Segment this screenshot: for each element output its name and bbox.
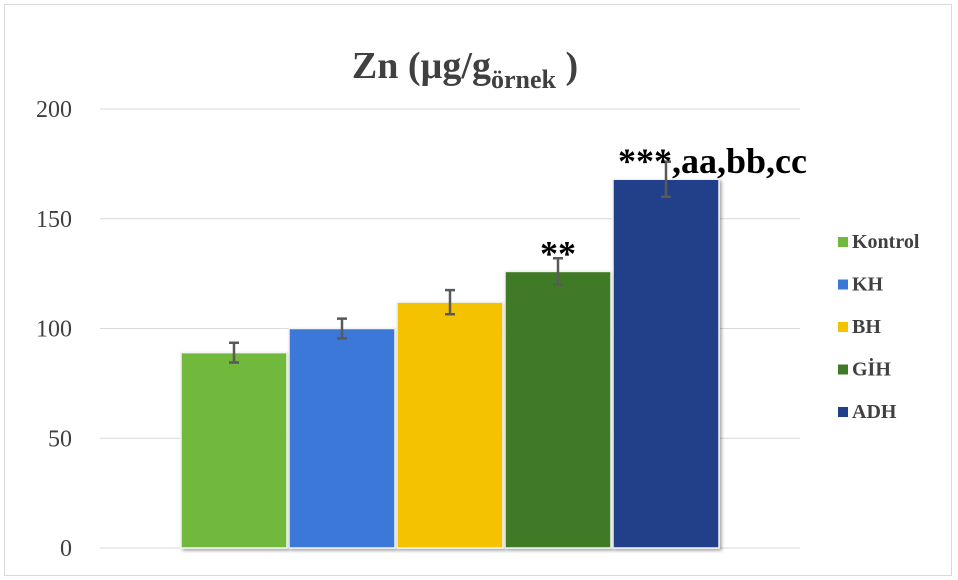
legend-label-0: Kontrol bbox=[852, 231, 920, 253]
bar-3 bbox=[504, 270, 612, 549]
bar-1 bbox=[288, 327, 396, 549]
chart-title-suffix: ) bbox=[556, 45, 578, 87]
bar-2 bbox=[396, 301, 504, 549]
y-tick-label: 0 bbox=[60, 536, 72, 562]
legend-swatch-0 bbox=[838, 237, 848, 247]
legend-swatch-3 bbox=[838, 364, 848, 375]
legend-label-2: BH bbox=[852, 316, 881, 338]
chart-title: Zn (µg/görnek ) bbox=[352, 45, 578, 94]
legend-label-1: KH bbox=[852, 274, 884, 296]
legend-swatch-1 bbox=[838, 279, 848, 290]
y-axis: 0 50 100 150 200 bbox=[36, 97, 72, 562]
legend: Kontrol KH BH GİH ADH bbox=[838, 231, 920, 423]
legend-label-3: GİH bbox=[852, 357, 891, 381]
bars: ** ***,aa,bb,cc bbox=[180, 141, 807, 549]
legend-label-4: ADH bbox=[852, 401, 897, 423]
chart-title-main: Zn (µg/g bbox=[352, 45, 491, 87]
bar-0 bbox=[180, 351, 288, 549]
y-tick-label: 200 bbox=[36, 97, 72, 123]
legend-swatch-2 bbox=[838, 322, 848, 332]
chart-title-subscript: örnek bbox=[491, 65, 557, 94]
bar-annotation-3: ** bbox=[540, 233, 576, 273]
y-tick-label: 50 bbox=[48, 426, 72, 452]
bar-4 bbox=[612, 178, 720, 549]
bar-annotation-4: ***,aa,bb,cc bbox=[618, 141, 807, 181]
y-tick-label: 150 bbox=[36, 207, 72, 233]
y-tick-label: 100 bbox=[36, 317, 72, 343]
legend-swatch-4 bbox=[838, 407, 848, 417]
